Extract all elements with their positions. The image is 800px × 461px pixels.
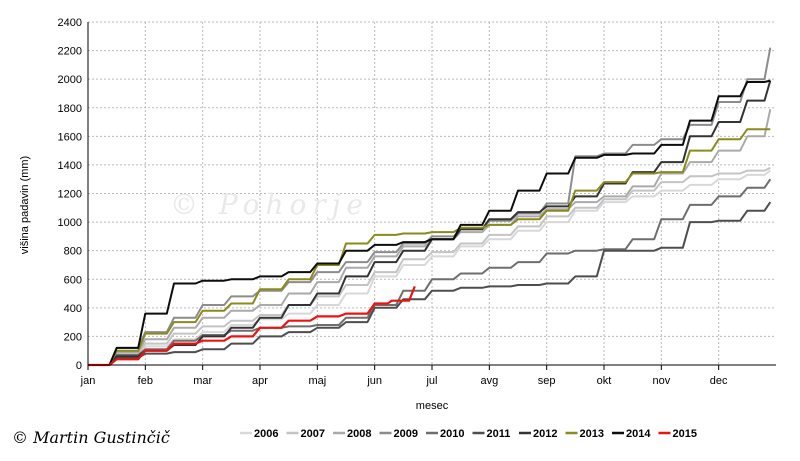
y-tick-label: 2200 [58, 46, 82, 58]
legend-label-2009: 2009 [394, 428, 418, 440]
x-tick-label: nov [652, 375, 670, 387]
x-tick-label: sep [538, 375, 556, 387]
y-tick-label: 800 [64, 246, 82, 258]
legend-label-2006: 2006 [254, 428, 278, 440]
legend-label-2014: 2014 [626, 428, 651, 440]
y-tick-label: 2400 [58, 17, 82, 29]
legend-label-2010: 2010 [440, 428, 464, 440]
y-tick-label: 1800 [58, 103, 82, 115]
x-tick-label: maj [308, 375, 326, 387]
series-line-2009 [88, 47, 772, 366]
series-line-2015 [88, 285, 416, 367]
y-tick-label: 600 [64, 274, 82, 286]
legend: 2006 2007 2008 2009 2010 2011 2012 2013 2014 2015 [240, 428, 697, 440]
series-lines [88, 47, 772, 367]
legend-label-2011: 2011 [487, 428, 511, 440]
x-tick-label: apr [252, 375, 268, 387]
y-tick-label: 400 [64, 303, 82, 315]
legend-label-2013: 2013 [580, 428, 604, 440]
legend-label-2012: 2012 [533, 428, 557, 440]
x-tick-label: jan [80, 375, 96, 387]
x-tick-label: feb [138, 375, 153, 387]
y-tick-label: 1400 [58, 160, 82, 172]
grid [87, 21, 776, 366]
y-tick-label: 1600 [58, 131, 82, 143]
x-tick-label: dec [710, 375, 728, 387]
series-line-2011 [88, 201, 772, 366]
y-axis-label: višina padavin (mm) [19, 156, 31, 254]
y-tick-label: 1000 [58, 217, 82, 229]
legend-label-2008: 2008 [347, 428, 371, 440]
watermark-text: © Pohorje [170, 188, 369, 221]
legend-label-2007: 2007 [301, 428, 325, 440]
series-line-2010 [88, 178, 772, 366]
series-line-2013 [88, 128, 771, 366]
x-axis-label: mesec [416, 400, 449, 412]
y-tick-label: 1200 [58, 189, 82, 201]
x-tick-label: mar [193, 375, 212, 387]
credit-text: © Martin Gustinčič [12, 428, 170, 447]
y-tick-label: 200 [64, 331, 82, 343]
legend-label-2015: 2015 [673, 428, 697, 440]
x-tick-label: jul [425, 375, 437, 387]
y-tick-label: 0 [76, 360, 82, 372]
y-tick-label: 2000 [58, 74, 82, 86]
series-line-2006 [88, 169, 771, 366]
series-line-2014 [88, 79, 771, 366]
series-line-2007 [88, 166, 771, 366]
axes: 0 200 400 600 800 1000 1200 1400 1600 1800 2000 220… [58, 17, 776, 387]
x-tick-label: okt [597, 375, 612, 387]
x-tick-label: jun [366, 375, 382, 387]
x-tick-label: avg [480, 375, 498, 387]
